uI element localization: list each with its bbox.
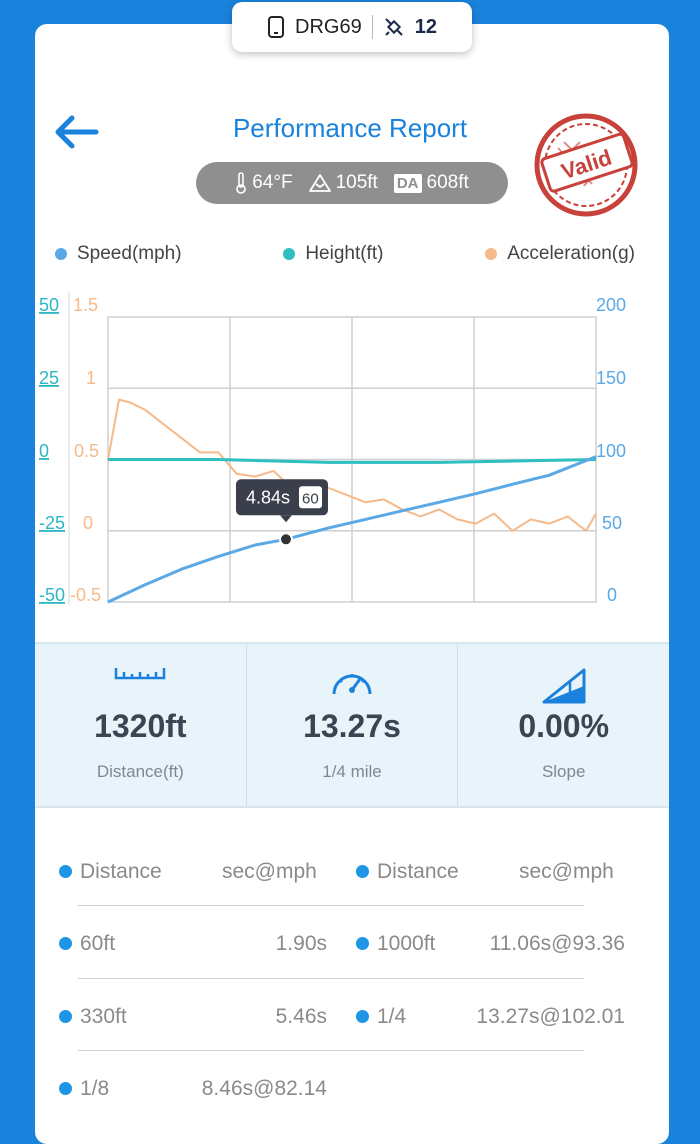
bullet <box>59 1082 72 1095</box>
height-tick-label: 50 <box>39 295 59 315</box>
accel-tick-label: 0 <box>83 513 93 533</box>
legend-height[interactable]: Height(ft) <box>283 243 383 265</box>
legend-dot <box>283 248 296 260</box>
satellite-icon <box>385 18 403 36</box>
accel-tick-label: 1.5 <box>73 295 98 315</box>
height-tick-label: 25 <box>39 368 59 388</box>
chart-legend: Speed(mph) Height(ft) Acceleration(g) <box>55 243 635 265</box>
tooltip-value-box <box>298 486 322 509</box>
performance-chart[interactable]: 50 25 0 -25 -50 1.5 1 0.5 0 -0.5 200 150 100 50 0 4.84s… <box>0 0 700 640</box>
stat-value: 1320ft <box>94 708 187 744</box>
legend-speed[interactable]: Speed(mph) <box>55 243 182 265</box>
split-value: 1.90s <box>275 932 327 955</box>
speed-tick-label: 0 <box>607 585 617 605</box>
split-distance: 1/4 <box>377 1005 407 1028</box>
tooltip-time: 4.84s <box>246 487 290 507</box>
speed-tick-label: 100 <box>596 441 626 461</box>
tooltip-point <box>278 532 293 547</box>
speed-tick-label: 150 <box>596 368 626 388</box>
altitude: 105ft <box>308 172 378 194</box>
bullet <box>356 865 369 878</box>
da-badge: DA <box>393 173 422 193</box>
device-pill[interactable]: DRG69 12 <box>232 2 472 52</box>
row-divider <box>78 905 584 906</box>
accel-tick-label: 1 <box>86 368 96 388</box>
satellite-count: 12 <box>414 15 437 38</box>
height-tick-label: -25 <box>39 513 65 533</box>
header-distance: Distance <box>377 860 459 883</box>
valid-stamp: Valid <box>534 113 638 217</box>
accel-tick-label: 0.5 <box>74 441 99 461</box>
accel-tick-label: -0.5 <box>70 585 101 605</box>
header-secmph: sec@mph <box>519 860 614 883</box>
stat-slope: 0.00% Slope <box>458 644 669 806</box>
bullet <box>59 937 72 950</box>
speedometer-icon <box>332 674 372 695</box>
page-title: Performance Report <box>232 113 468 143</box>
mountain-icon <box>308 174 331 192</box>
back-arrow-icon[interactable] <box>52 112 102 152</box>
tooltip-arrow <box>279 515 292 523</box>
height-tick-label: 0 <box>39 441 49 461</box>
legend-dot <box>55 248 67 260</box>
phone-icon <box>268 16 285 38</box>
split-distance: 330ft <box>80 1005 127 1028</box>
stats-panel: 1320ft Distance(ft) 13.27s 1/4 mile 0.00… <box>35 642 669 808</box>
stat-time: 13.27s 1/4 mile <box>247 644 459 806</box>
bullet <box>356 937 369 950</box>
stat-label: Slope <box>541 762 586 781</box>
split-value: 13.27s@102.01 <box>476 1005 625 1028</box>
bullet <box>59 865 72 878</box>
slope-icon <box>542 668 586 704</box>
split-distance: 60ft <box>80 932 116 955</box>
split-value: 8.46s@82.14 <box>201 1077 327 1100</box>
bullet <box>356 1010 369 1023</box>
split-distance: 1/8 <box>80 1077 110 1100</box>
legend-dot <box>485 248 498 260</box>
legend-acceleration[interactable]: Acceleration(g) <box>485 243 635 265</box>
height-tick-label: -50 <box>39 585 65 605</box>
conditions-pill: 64°F 105ft DA 608ft <box>196 162 508 204</box>
series-speed <box>107 455 597 604</box>
stat-value: 0.00% <box>518 708 610 744</box>
tooltip-value: 60 <box>302 490 319 507</box>
row-divider <box>78 978 584 979</box>
stat-label: 1/4 mile <box>322 762 382 781</box>
split-distance: 1000ft <box>377 932 436 955</box>
thermometer-icon <box>236 172 247 194</box>
ruler-icon <box>115 668 166 680</box>
series-acceleration <box>107 398 597 532</box>
header-distance: Distance <box>80 860 162 883</box>
bullet <box>59 1010 72 1023</box>
stat-value: 13.27s <box>303 708 401 744</box>
split-value: 11.06s@93.36 <box>489 932 625 955</box>
row-divider <box>78 1050 584 1051</box>
stat-label: Distance(ft) <box>96 762 184 781</box>
series-height <box>108 458 597 464</box>
speed-tick-label: 200 <box>596 295 626 315</box>
divider <box>371 15 373 39</box>
device-name: DRG69 <box>295 15 362 38</box>
split-value: 5.46s <box>275 1005 327 1028</box>
temperature: 64°F <box>235 172 293 194</box>
density-altitude: DA 608ft <box>393 172 469 194</box>
header-secmph: sec@mph <box>222 860 317 883</box>
stat-distance: 1320ft Distance(ft) <box>35 644 247 806</box>
speed-tick-label: 50 <box>602 513 622 533</box>
